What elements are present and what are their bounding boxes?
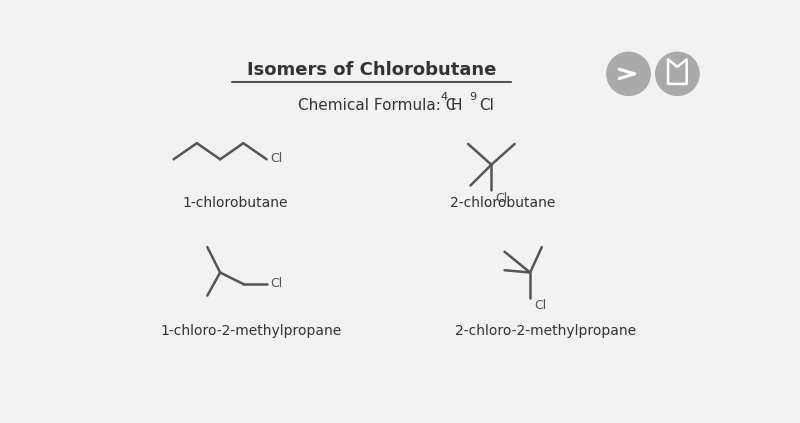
Text: 1-chloro-2-methylpropane: 1-chloro-2-methylpropane (161, 324, 342, 338)
Text: 9: 9 (470, 92, 477, 102)
Text: Cl: Cl (270, 277, 282, 290)
Text: Isomers of Chlorobutane: Isomers of Chlorobutane (246, 61, 496, 79)
Circle shape (607, 52, 650, 96)
Text: 2-chloro-2-methylpropane: 2-chloro-2-methylpropane (455, 324, 636, 338)
Text: H: H (450, 98, 462, 113)
Text: 1-chlorobutane: 1-chlorobutane (183, 195, 288, 209)
Text: 4: 4 (441, 92, 448, 102)
Text: Cl: Cl (495, 192, 507, 205)
Circle shape (656, 52, 699, 96)
Text: 2-chlorobutane: 2-chlorobutane (450, 195, 556, 209)
Text: Cl: Cl (534, 299, 546, 313)
Text: Chemical Formula: C: Chemical Formula: C (298, 98, 456, 113)
Text: Cl: Cl (270, 152, 282, 165)
Text: Cl: Cl (479, 98, 494, 113)
